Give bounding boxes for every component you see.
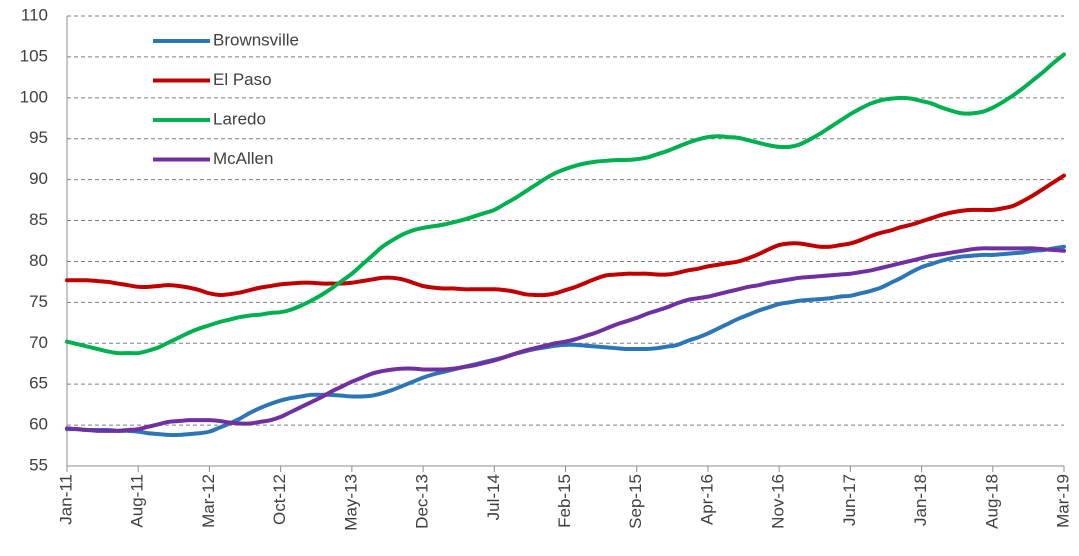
x-tick-label: May-13 — [341, 474, 360, 531]
y-tick-label: 60 — [29, 415, 48, 434]
x-tick-label: Dec-13 — [413, 474, 432, 529]
x-tick-label: Mar-19 — [1053, 474, 1072, 528]
y-tick-label: 90 — [29, 169, 48, 188]
y-tick-label: 110 — [21, 5, 48, 24]
legend-label: McAllen — [213, 149, 273, 168]
x-tick-label: Aug-11 — [128, 474, 147, 528]
x-tick-label: Jul-14 — [484, 474, 503, 520]
x-tick-label: Nov-16 — [769, 474, 788, 529]
y-tick-label: 55 — [29, 455, 48, 474]
x-tick-label: Jan-11 — [56, 474, 75, 525]
y-tick-label: 85 — [29, 210, 48, 229]
series-line — [65, 52, 1066, 356]
y-tick-label: 70 — [29, 333, 48, 352]
x-tick-label: Jan-18 — [911, 474, 930, 526]
y-tick-label: 95 — [29, 128, 48, 147]
legend-label: Brownsville — [213, 30, 299, 49]
y-tick-label: 65 — [29, 374, 48, 393]
x-tick-label: Oct-12 — [270, 474, 289, 525]
series-line — [65, 173, 1066, 298]
legend-label: El Paso — [213, 70, 272, 89]
y-tick-label: 105 — [20, 46, 48, 65]
series-line — [65, 246, 1066, 433]
x-tick-label: Mar-12 — [199, 474, 218, 528]
x-tick-label: Sep-15 — [626, 474, 645, 529]
x-tick-label: Jun-17 — [840, 474, 859, 526]
legend-label: Laredo — [213, 109, 266, 128]
y-tick-label: 100 — [20, 87, 48, 106]
x-tick-label: Apr-16 — [697, 474, 716, 525]
x-tick-label: Feb-15 — [555, 474, 574, 528]
y-tick-label: 80 — [29, 251, 48, 270]
x-tick-label: Aug-18 — [982, 474, 1001, 529]
y-tick-label: 75 — [29, 292, 48, 311]
